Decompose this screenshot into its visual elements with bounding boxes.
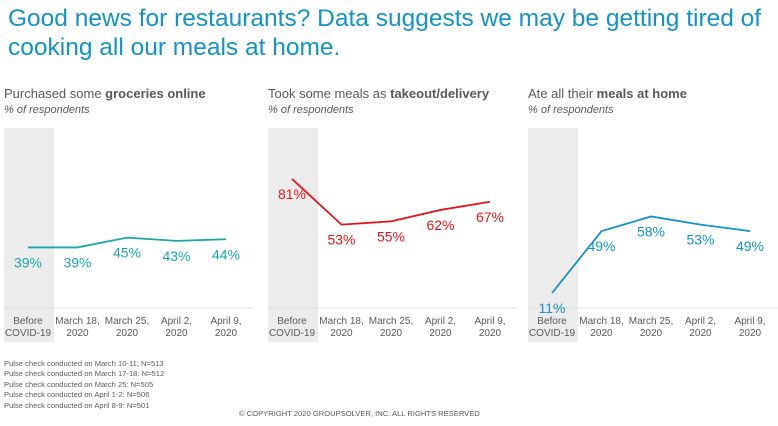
tick-label: COVID-19	[529, 328, 576, 339]
before-covid-band	[268, 128, 318, 342]
footnote-line: Pulse check conducted on April 1-2: N=50…	[4, 390, 150, 400]
page-title: Good news for restaurants? Data suggests…	[8, 5, 762, 61]
chart-title-bold: groceries online	[105, 86, 206, 101]
tick-label: 2020	[330, 328, 353, 339]
footnote-line: Pulse check conducted on April 8-9: N=50…	[4, 400, 150, 410]
tick-label: 2020	[429, 328, 452, 339]
data-label: 43%	[162, 248, 190, 264]
tick-label: April 2,	[425, 316, 456, 327]
tick-label: COVID-19	[269, 328, 316, 339]
data-label: 55%	[377, 228, 405, 244]
tick-label: 2020	[689, 328, 712, 339]
tick-label: March 18,	[579, 316, 623, 327]
chart-title-bold: meals at home	[596, 86, 687, 101]
data-label: 11%	[539, 300, 566, 316]
tick-label: Before	[277, 316, 307, 327]
data-label: 58%	[637, 223, 665, 239]
data-label: 44%	[212, 246, 240, 262]
tick-label: March 18,	[319, 316, 363, 327]
tick-label: March 25,	[369, 316, 413, 327]
data-label: 49%	[587, 238, 615, 254]
before-covid-band	[528, 128, 578, 342]
tick-label: April 2,	[685, 316, 716, 327]
data-label: 39%	[63, 254, 91, 270]
chart-subtitle: % of respondents	[528, 104, 614, 116]
tick-label: 2020	[479, 328, 502, 339]
data-label: 45%	[113, 245, 141, 261]
tick-label: 2020	[116, 328, 139, 339]
copyright-notice: © COPYRIGHT 2020 GROUPSOLVER, INC. ALL R…	[239, 409, 480, 418]
tick-label: Before	[537, 316, 567, 327]
tick-label: 2020	[380, 328, 403, 339]
series-line	[28, 236, 227, 249]
tick-label: March 25,	[629, 316, 673, 327]
tick-label: 2020	[66, 328, 89, 339]
data-label: 67%	[476, 209, 504, 225]
tick-label: April 2,	[161, 316, 192, 327]
chart-subtitle: % of respondents	[4, 104, 90, 116]
tick-label: March 18,	[55, 316, 99, 327]
chart-title-text: Ate all their	[528, 86, 597, 101]
tick-label: 2020	[739, 328, 762, 339]
footnote-line: Pulse check conducted on March 10-11; N=…	[4, 359, 164, 368]
footnote-line: Pulse check conducted on March 17-18: N=…	[4, 369, 165, 379]
tick-label: 2020	[165, 328, 188, 339]
tick-label: 2020	[590, 328, 613, 339]
footnotes: Pulse check conducted on March 10-11; N=…	[4, 359, 164, 411]
chart-title-text: Purchased some	[4, 86, 106, 101]
series-line	[551, 215, 751, 294]
data-label: 62%	[426, 217, 454, 233]
chart-title: Purchased some groceries online	[4, 86, 206, 101]
tick-label: March 25,	[105, 316, 149, 327]
chart-meals-at-home: Ate all their meals at home % of respond…	[528, 82, 778, 352]
tick-label: COVID-19	[5, 328, 52, 339]
chart-groceries-online: Purchased some groceries online % of res…	[4, 82, 254, 352]
before-covid-band	[4, 128, 54, 342]
tick-label: Before	[13, 316, 43, 327]
series-line	[291, 178, 491, 226]
data-label: 81%	[278, 186, 306, 202]
data-label: 53%	[686, 232, 714, 248]
tick-label: 2020	[215, 328, 238, 339]
footnote-line: Pulse check conducted on March 25: N=505	[4, 379, 154, 389]
data-label: 49%	[736, 238, 764, 254]
chart-title: Took some meals as takeout/delivery	[268, 86, 489, 101]
chart-title-bold: takeout/delivery	[390, 86, 490, 101]
tick-label: April 9,	[210, 316, 241, 327]
chart-takeout-delivery: Took some meals as takeout/delivery % of…	[268, 82, 518, 352]
chart-title: Ate all their meals at home	[528, 86, 687, 101]
chart-subtitle: % of respondents	[268, 104, 354, 116]
chart-title-text: Took some meals as	[268, 86, 391, 101]
tick-label: April 9,	[474, 316, 505, 327]
tick-label: April 9,	[734, 316, 765, 327]
data-label: 53%	[327, 232, 355, 248]
data-label: 39%	[14, 254, 42, 270]
tick-label: 2020	[640, 328, 663, 339]
